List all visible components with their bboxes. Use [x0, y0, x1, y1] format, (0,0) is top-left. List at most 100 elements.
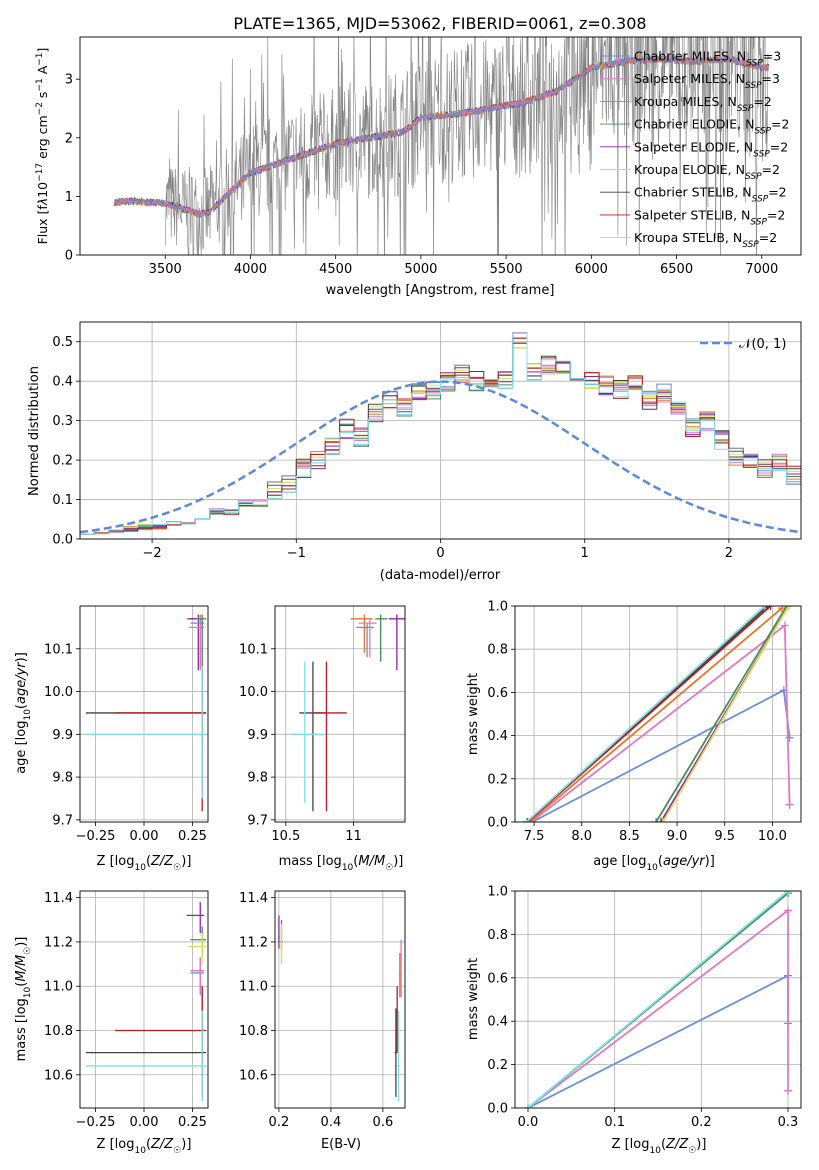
normal-curve — [80, 380, 801, 534]
y-tick-label: 0.4 — [487, 729, 508, 744]
x-tick-label: 8.5 — [619, 829, 640, 844]
y-tick-label: 1.0 — [487, 885, 508, 900]
mw-z-ylabel: mass weight — [466, 958, 481, 1040]
residual-histogram — [80, 342, 801, 535]
y-tick-label: 0.2 — [487, 772, 508, 787]
spectrum-plot: 3500 4000 4500 5000 5500 6000 6500 7000 0 1 2 3 Chab… — [65, 36, 802, 277]
mw-age-ylabel: mass weight — [466, 673, 481, 755]
y-tick-label: 11.4 — [44, 891, 73, 906]
figure-title: PLATE=1365, MJD=53062, FIBERID=0061, z=0… — [233, 14, 646, 33]
y-tick-label: 0.6 — [487, 971, 508, 986]
x-tick-label: 0.6 — [373, 1115, 394, 1130]
legend-label: Kroupa STELIB, NSSP=2 — [634, 230, 777, 250]
axes-frame — [514, 605, 802, 823]
y-tick-label: 11.2 — [44, 935, 73, 950]
x-tick-label: 0.2 — [691, 1115, 712, 1130]
errorbars — [278, 915, 402, 1102]
x-tick-label: 7.5 — [524, 829, 545, 844]
residual-histogram — [80, 333, 801, 535]
x-tick-label: −2 — [143, 546, 162, 561]
x-tick-label: 10.5 — [271, 829, 300, 844]
y-tick-label: 0.1 — [52, 493, 73, 508]
x-tick-label: 4000 — [234, 262, 267, 277]
residual-ylabel: Normed distribution — [27, 366, 42, 496]
x-tick-label: 0.25 — [178, 1115, 207, 1130]
mass-z-ylabel: mass [log10(M/M☉)] — [14, 937, 33, 1062]
x-tick-label: 5500 — [490, 262, 523, 277]
mass-weight-line — [525, 606, 766, 822]
y-tick-label: 9.9 — [52, 728, 73, 743]
errorbars — [85, 902, 207, 1102]
y-tick-label: 0.4 — [487, 1015, 508, 1030]
mass-weight-line — [527, 891, 789, 1108]
y-tick-label: 9.7 — [247, 813, 268, 828]
x-tick-label: 6000 — [575, 262, 608, 277]
residual-xlabel: (data-model)/error — [380, 568, 501, 583]
age-z-xlabel: Z [log10(Z/Z☉)] — [97, 854, 192, 873]
x-tick-label: 3500 — [149, 262, 182, 277]
model-spectrum-chabrier-miles — [113, 55, 769, 218]
mass-weight-marker — [656, 818, 665, 822]
x-tick-label: 1 — [581, 546, 589, 561]
mass-weight-marker — [523, 818, 532, 822]
y-tick-label: 9.9 — [247, 728, 268, 743]
y-tick-label: 10.8 — [239, 1024, 268, 1039]
mass-weight-line — [527, 974, 789, 1108]
y-tick-label: 9.8 — [247, 771, 268, 786]
mass-weight-lines — [522, 606, 794, 822]
mass-weight-marker — [785, 733, 794, 742]
y-tick-label: 10.0 — [239, 685, 268, 700]
y-tick-label: 11.4 — [239, 891, 268, 906]
legend-label: Chabrier STELIB, NSSP=2 — [634, 185, 787, 205]
axes-frame — [79, 36, 802, 256]
mass-weight-lines — [524, 891, 792, 1108]
mass-weight-marker — [522, 818, 531, 822]
x-tick-label: 0.3 — [778, 1115, 799, 1130]
mass-weight-line — [528, 607, 783, 822]
x-tick-label: 0.4 — [321, 1115, 342, 1130]
y-tick-label: 0.2 — [487, 1058, 508, 1073]
mass-weight-marker — [784, 606, 793, 610]
mass-weight-line — [526, 606, 772, 822]
y-tick-label: 1 — [65, 190, 73, 205]
errorbars — [85, 614, 207, 812]
y-tick-label: 11.0 — [44, 980, 73, 995]
y-tick-label: 0.3 — [52, 414, 73, 429]
x-tick-label: 0 — [436, 546, 444, 561]
y-tick-label: 11.0 — [239, 980, 268, 995]
legend-label: Salpeter ELODIE, NSSP=2 — [634, 139, 788, 159]
mass-weight-marker — [785, 800, 794, 809]
mass-weight-line — [530, 623, 791, 822]
residual-histogram — [80, 342, 801, 535]
x-tick-label: 0.1 — [604, 1115, 625, 1130]
x-tick-label: −0.25 — [76, 1115, 116, 1130]
mass-weight-vs-age-plot: 7.5 8.0 8.5 9.0 9.5 10.0 0.0 0.2 0.4 0.6 0.8 1.0 — [487, 600, 802, 844]
y-tick-label: 9.7 — [52, 813, 73, 828]
y-tick-label: 9.8 — [52, 771, 73, 786]
axes-frame — [79, 890, 209, 1109]
mass-weight-line — [527, 908, 789, 1108]
x-tick-label: 11 — [345, 829, 362, 844]
axes-frame — [274, 890, 406, 1109]
residual-histogram — [80, 337, 801, 535]
y-tick-label: 0.8 — [487, 928, 508, 943]
spectrum-lines — [113, 37, 769, 255]
age-vs-metallicity-plot: −0.25 0.00 0.25 9.7 9.8 9.9 10.0 10.1 — [44, 605, 209, 844]
y-tick-label: 11.2 — [239, 935, 268, 950]
mass-weight-marker — [524, 1104, 532, 1108]
mass-weight-marker — [784, 1086, 792, 1095]
mw-z-xlabel: Z [log10(Z/Z☉)] — [612, 1137, 707, 1156]
y-tick-label: 0.0 — [52, 533, 73, 548]
x-tick-label: 10.0 — [758, 829, 787, 844]
y-tick-label: 10.0 — [44, 685, 73, 700]
legend-label: Chabrier ELODIE, NSSP=2 — [634, 117, 789, 137]
x-tick-label: 2 — [725, 546, 733, 561]
spectrum-ylabel: Flux [fλ10−17 erg cm−2 s−1 A−1] — [35, 48, 50, 245]
y-tick-label: 10.6 — [239, 1068, 268, 1083]
x-tick-label: 5000 — [404, 262, 437, 277]
legend-label: Salpeter STELIB, NSSP=2 — [634, 207, 785, 227]
age-z-ylabel: age [log10(age/yr)] — [14, 652, 33, 774]
y-tick-label: 0.5 — [52, 335, 73, 350]
x-tick-label: 9.5 — [714, 829, 735, 844]
